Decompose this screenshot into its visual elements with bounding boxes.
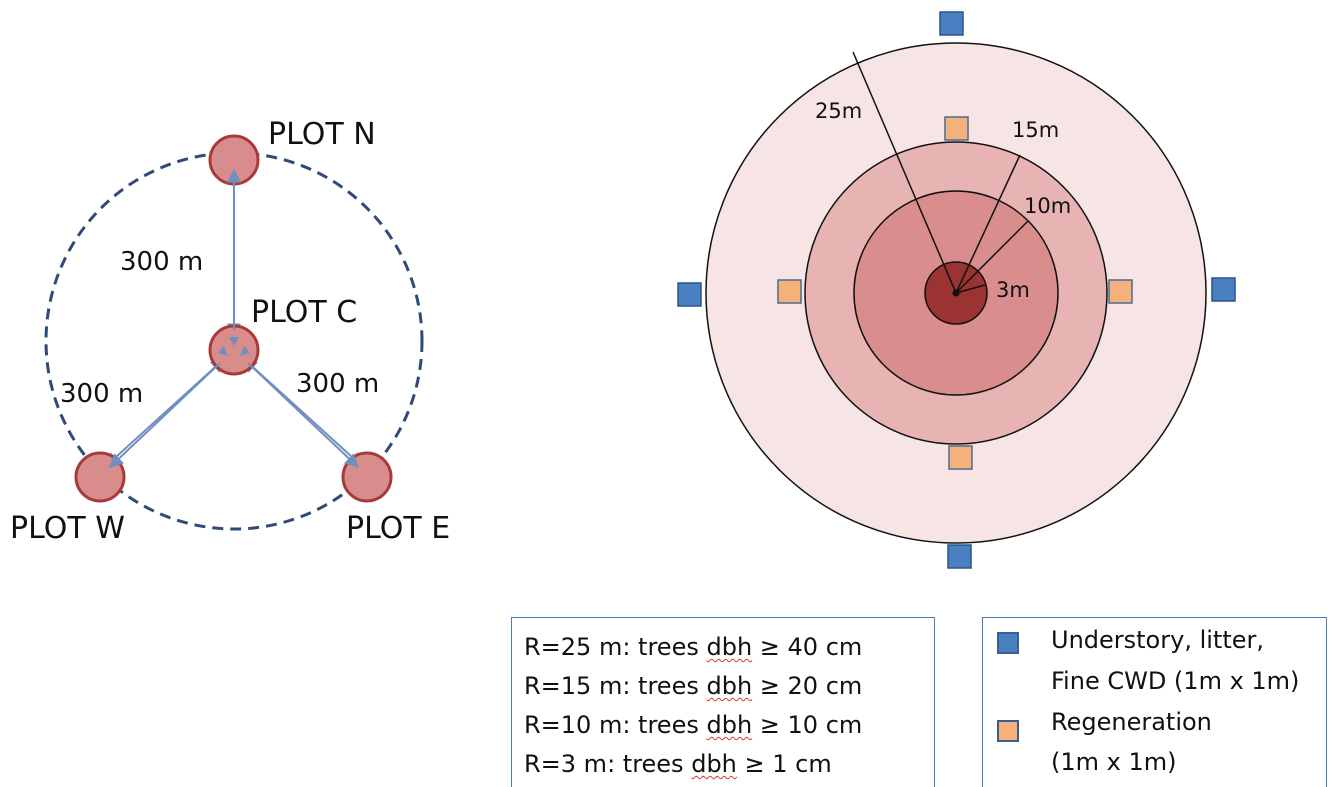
distance-label-east: 300 m — [296, 369, 379, 399]
radius-label-15m: 15m — [1012, 118, 1059, 142]
radius-label-3m: 3m — [996, 278, 1030, 302]
radius-legend-threshold: ≥ 40 cm — [752, 633, 863, 661]
plot-east-label: PLOT E — [346, 511, 450, 546]
dbh-term: dbh — [706, 711, 753, 739]
radius-threshold-legend: R=25 m: trees dbh ≥ 40 cm R=15 m: trees … — [511, 617, 935, 787]
regeneration-quadrat-north — [944, 116, 969, 141]
quadrat-legend: Understory, litter, Fine CWD (1m x 1m) R… — [982, 617, 1327, 787]
regeneration-quadrat-east — [1108, 279, 1133, 304]
dbh-term: dbh — [691, 750, 737, 778]
understory-quadrat-south — [947, 544, 972, 569]
radius-legend-prefix: R=10 m: trees — [524, 711, 707, 739]
radius-line-10m — [955, 220, 1029, 294]
plot-center-point — [952, 289, 960, 297]
understory-quadrat-west — [677, 282, 702, 307]
radius-legend-row: R=10 m: trees dbh ≥ 10 cm — [524, 706, 934, 745]
radius-line-15m — [955, 154, 1021, 294]
radius-legend-prefix: R=15 m: trees — [524, 672, 707, 700]
radius-legend-threshold: ≥ 20 cm — [752, 672, 863, 700]
radius-legend-threshold: ≥ 10 cm — [752, 711, 863, 739]
radius-label-10m: 10m — [1024, 194, 1071, 218]
radius-legend-prefix: R=25 m: trees — [524, 633, 707, 661]
center-arrow-tails — [218, 337, 250, 356]
understory-quadrat-east — [1211, 277, 1236, 302]
plot-north-label: PLOT N — [268, 117, 376, 152]
regeneration-quadrat-south — [948, 445, 973, 470]
radius-line-3m — [955, 284, 986, 294]
dbh-term: dbh — [706, 633, 753, 661]
distance-label-north: 300 m — [120, 247, 203, 277]
radius-label-25m: 25m — [815, 99, 862, 123]
regeneration-legend-line1: Regeneration — [1051, 708, 1212, 736]
understory-legend-line1: Understory, litter, — [1051, 626, 1264, 654]
understory-legend-line2: Fine CWD (1m x 1m) — [1051, 667, 1300, 695]
radius-legend-row: R=25 m: trees dbh ≥ 40 cm — [524, 628, 934, 667]
understory-swatch — [997, 632, 1019, 654]
understory-quadrat-north — [939, 11, 964, 36]
plot-center-label: PLOT C — [251, 295, 357, 330]
distance-label-west: 300 m — [60, 379, 143, 409]
dbh-term: dbh — [706, 672, 753, 700]
radius-line-25m — [852, 51, 957, 294]
plot-west-label: PLOT W — [10, 511, 125, 546]
distance-arrow-east-head — [247, 362, 360, 468]
radius-legend-row: R=3 m: trees dbh ≥ 1 cm — [524, 745, 934, 784]
radius-legend-threshold: ≥ 1 cm — [736, 750, 832, 778]
radius-legend-row: R=15 m: trees dbh ≥ 20 cm — [524, 667, 934, 706]
regeneration-legend-line2: (1m x 1m) — [1051, 748, 1177, 776]
regeneration-quadrat-west — [777, 279, 802, 304]
distance-arrow-west-head — [108, 362, 221, 468]
radius-legend-prefix: R=3 m: trees — [524, 750, 692, 778]
regeneration-swatch — [997, 720, 1019, 742]
